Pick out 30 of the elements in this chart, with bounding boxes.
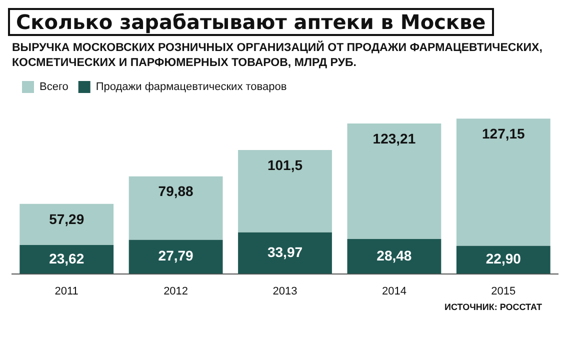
bar: [456, 246, 550, 274]
bar: [238, 150, 332, 232]
data-label: 27,79: [158, 248, 194, 264]
total-label: 57,29: [49, 210, 84, 227]
x-tick-label: 2014: [382, 285, 406, 298]
x-tick-label: 2012: [164, 285, 188, 298]
chart-title: Сколько зарабатывают аптеки в Москве: [8, 8, 494, 36]
data-label: 22,90: [486, 250, 522, 267]
bar: [238, 232, 332, 274]
bar: [347, 123, 442, 240]
data-label: 33,97: [267, 244, 303, 260]
bar: [20, 204, 114, 245]
total-label: 79,88: [158, 183, 194, 200]
bar: [128, 176, 223, 240]
data-label: 28,48: [376, 247, 412, 264]
total-label: 123,21: [372, 130, 416, 146]
bar: [456, 118, 550, 246]
x-tick-label: 2015: [491, 285, 516, 298]
data-label: 23,62: [49, 250, 84, 266]
chart-subtitle: ВЫРУЧКА МОСКОВСКИХ РОЗНИЧНЫХ ОРГАНИЗАЦИЙ ОТ ПРОДАЖИ ФАРМАЦЕВТИЧЕСКИХ, КОСМЕТИЧЕСКИХ И ПАРФЮМЕРНЫХ ТОВАРОВ, МЛРД РУБ.: [12, 41, 544, 71]
total-label: 127,15: [482, 126, 526, 142]
total-label: 101,5: [267, 156, 303, 173]
bar: [347, 239, 442, 274]
legend-label: Продажи фармацевтических товаров: [96, 81, 287, 94]
bar: [128, 240, 223, 274]
legend-label: Всего: [40, 81, 68, 94]
x-tick-label: 2011: [54, 285, 78, 298]
text: ИСТОЧНИК: РОССТАТ: [444, 301, 542, 313]
x-tick-label: 2013: [272, 285, 298, 298]
bar: [20, 244, 114, 274]
